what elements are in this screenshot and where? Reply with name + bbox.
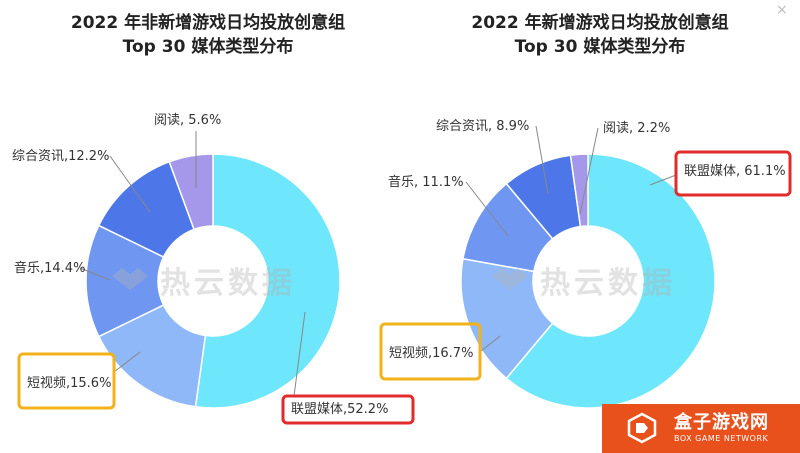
donut-0-highlight-box-1: [17, 352, 116, 410]
donut-0-leader-2: [79, 267, 111, 281]
logo-name-en: BOX GAME NETWORK: [674, 434, 769, 443]
watermark-right: 热云数据: [540, 266, 676, 301]
donut-1-label-0: 联盟媒体, 61.1%: [684, 164, 786, 179]
donut-1-label-4: 阅读, 2.2%: [603, 121, 670, 136]
donut-0-label-3: 综合资讯,12.2%: [12, 149, 109, 164]
chart-title-right-line1: 2022 年新增游戏日均投放创意组: [471, 13, 729, 33]
donut-1-highlight-box-1: [379, 322, 482, 381]
chart-title-right: 2022 年新增游戏日均投放创意组 Top 30 媒体类型分布: [400, 11, 800, 59]
donut-0-leader-1: [113, 351, 141, 373]
chart-title-left-line1: 2022 年非新增游戏日均投放创意组: [70, 13, 346, 33]
logo-badge: 盒子游戏网 BOX GAME NETWORK: [602, 404, 800, 453]
donut-1-label-3: 综合资讯, 8.9%: [436, 119, 529, 134]
donut-0-label-2: 音乐,14.4%: [14, 260, 85, 276]
donut-1-leader-3: [535, 125, 549, 195]
logo-name-cn: 盒子游戏网: [674, 412, 769, 433]
donut-0-label-4: 阅读, 5.6%: [154, 113, 221, 128]
donut-1-highlight-box-0: [674, 150, 792, 197]
donut-1-leader-1: [479, 335, 501, 353]
donut-0-slice-4: [168, 153, 214, 231]
donut-1-leader-4: [579, 127, 599, 215]
close-icon[interactable]: ×: [776, 2, 788, 18]
donut-0-leader-3: [109, 155, 151, 213]
chart-title-left: 2022 年非新增游戏日均投放创意组 Top 30 媒体类型分布: [8, 11, 408, 59]
donut-0-label-1: 短视频,15.6%: [27, 376, 111, 391]
donut-0-highlight-box-0: [281, 394, 415, 425]
donut-1-label-2: 音乐, 11.1%: [388, 174, 464, 190]
watermark-left: 热云数据: [160, 266, 296, 301]
donut-0-slice-0: [194, 153, 341, 409]
donut-1-leader-2: [465, 181, 509, 237]
chart-title-right-line2: Top 30 媒体类型分布: [514, 37, 686, 57]
watermark-cube-icon-left: [112, 268, 148, 290]
donut-0-leader-0: [293, 311, 306, 397]
donut-1-label-1: 短视频,16.7%: [389, 346, 473, 361]
box-logo-icon: [627, 412, 657, 444]
chart-title-left-line2: Top 30 媒体类型分布: [122, 37, 294, 57]
watermark-cube-icon-right: [492, 268, 528, 290]
donut-0-slice-1: [97, 304, 207, 408]
donut-1-slice-0: [505, 153, 716, 409]
donut-1-leader-0: [649, 174, 677, 186]
donut-0-label-0: 联盟媒体,52.2%: [291, 402, 388, 417]
donut-1-slice-4: [569, 153, 589, 228]
